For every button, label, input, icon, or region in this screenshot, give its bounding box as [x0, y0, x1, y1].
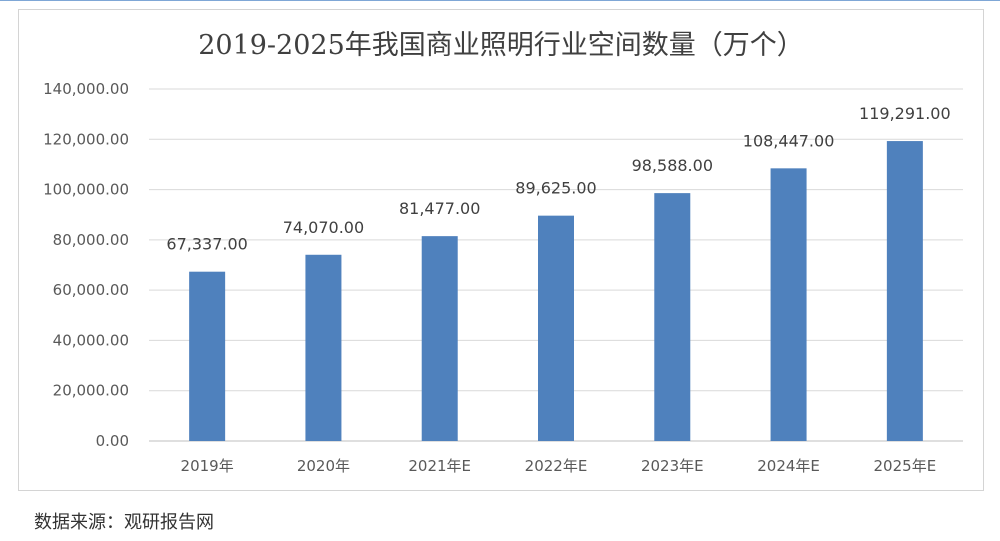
y-tick-label: 80,000.00: [53, 231, 129, 249]
data-label: 74,070.00: [283, 218, 364, 237]
data-label: 119,291.00: [859, 104, 951, 123]
data-label: 98,588.00: [632, 156, 713, 175]
bar-chart: 2019-2025年我国商业照明行业空间数量（万个） 0.00 20,000.00…: [43, 30, 963, 475]
y-tick-label: 100,000.00: [43, 181, 129, 199]
bar: [189, 271, 226, 441]
bar: [421, 236, 458, 441]
bar: [538, 215, 574, 441]
y-tick-label: 0.00: [96, 432, 129, 450]
bar: [654, 193, 691, 441]
x-category-label: 2022年E: [525, 457, 588, 475]
y-tick-label: 60,000.00: [53, 281, 129, 299]
y-tick-label: 140,000.00: [43, 80, 129, 98]
bar: [770, 168, 807, 441]
data-label: 108,447.00: [743, 131, 835, 150]
x-category-label: 2019年: [181, 457, 234, 475]
bar: [886, 141, 923, 441]
y-tick-label: 20,000.00: [53, 382, 129, 400]
chart-title: 2019-2025年我国商业照明行业空间数量（万个）: [198, 30, 804, 61]
data-label: 67,337.00: [166, 235, 247, 254]
x-category-label: 2020年: [297, 457, 350, 475]
data-label: 89,625.00: [515, 179, 596, 198]
x-category-label: 2025年E: [874, 457, 937, 475]
y-tick-label: 120,000.00: [43, 130, 129, 148]
y-tick-label: 40,000.00: [53, 331, 129, 349]
x-category-label: 2021年E: [408, 457, 471, 475]
data-label: 81,477.00: [399, 199, 480, 218]
bar: [305, 254, 342, 441]
top-rule: [0, 0, 1000, 1]
x-category-label: 2024年E: [757, 457, 820, 475]
x-category-label: 2023年E: [641, 457, 704, 475]
chart-frame: 2019-2025年我国商业照明行业空间数量（万个） 0.00 20,000.00…: [18, 9, 984, 491]
source-note: 数据来源：观研报告网: [34, 512, 214, 533]
